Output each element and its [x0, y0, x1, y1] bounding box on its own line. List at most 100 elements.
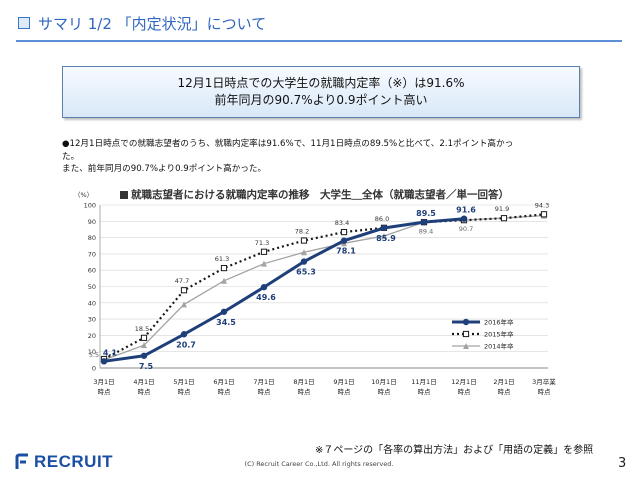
x-tick-label: 時点 — [138, 388, 152, 396]
series-line-2015年卒 — [103, 213, 545, 361]
y-tick-label: 0 — [92, 365, 96, 373]
data-label-2016: 91.6 — [456, 206, 476, 215]
x-tick-label: 時点 — [498, 388, 512, 396]
x-tick-label: 5月1日 — [173, 378, 194, 386]
data-point-2016年卒 — [420, 218, 428, 226]
data-label-2015: 18.5 — [135, 325, 149, 333]
data-point-2014年卒 — [221, 277, 227, 284]
data-label-2016: 7.5 — [139, 362, 154, 371]
x-tick-label: 時点 — [538, 388, 552, 396]
x-tick-label: 3月卒業 — [532, 377, 556, 386]
x-tick-label: 時点 — [298, 388, 312, 396]
data-point-2016年卒 — [220, 308, 228, 315]
x-tick-label: 10月1日 — [371, 378, 396, 386]
chart: （%） 0 10 20 30 40 50 60 70 80 90 100 3月1日 時点 4月1日 時点 5月1… — [70, 183, 570, 413]
reference-note: ※７ページの「各率の算出方法」および「用語の定義」を参照 — [315, 445, 594, 456]
data-point-2016年卒 — [300, 258, 308, 265]
data-label-2016: 78.1 — [336, 247, 356, 256]
chart-title-square-icon — [120, 191, 128, 199]
data-label-2015: 83.4 — [335, 219, 349, 227]
data-point-2014年卒 — [181, 301, 187, 308]
notes-line-3: また、前年同月の90.7%より0.9ポイント高かった。 — [62, 164, 267, 174]
data-label-2016: 4.1 — [103, 348, 118, 357]
data-point-2014年卒 — [301, 249, 307, 256]
x-tick-label: 4月1日 — [133, 378, 154, 386]
data-label-2015: 78.2 — [295, 228, 309, 236]
y-tick-label: 80 — [88, 234, 96, 242]
data-point-2014年卒 — [261, 260, 267, 267]
summary-line-1: 12月1日時点での大学生の就職内定率（※）は91.6% — [177, 76, 465, 90]
y-tick-label: 90 — [88, 218, 96, 226]
data-point-2015年卒 — [220, 264, 228, 272]
legend-label: 2015年卒 — [484, 330, 514, 339]
x-tick-label: 11月1日 — [411, 378, 436, 386]
y-tick-label: 100 — [84, 202, 96, 210]
legend-marker — [462, 330, 470, 338]
summary-line-2: 前年同月の90.7%より0.9ポイント高い — [214, 93, 428, 107]
chart-title-text: 就職志望者における就職内定率の推移 大学生＿全体（就職志望者／単一回答） — [131, 189, 509, 201]
chart-title: 就職志望者における就職内定率の推移 大学生＿全体（就職志望者／単一回答） — [120, 187, 509, 202]
y-tick-label: 70 — [88, 250, 96, 258]
data-point-2015年卒 — [180, 287, 188, 294]
x-tick-label: 9月1日 — [333, 378, 354, 386]
x-tick-label: 8月1日 — [293, 378, 314, 386]
data-point-2014年卒 — [141, 342, 147, 349]
data-label-2015: 61.3 — [215, 255, 229, 263]
data-point-2015年卒 — [500, 215, 508, 222]
recruit-logo-icon — [15, 453, 28, 469]
legend-label: 2014年卒 — [484, 342, 514, 351]
data-point-2015年卒 — [300, 237, 308, 244]
title-bar: サマリ 1/2 「内定状況」について — [18, 10, 266, 36]
y-tick-label: 40 — [88, 299, 96, 307]
data-point-2015年卒 — [260, 248, 268, 255]
y-tick-label: 10 — [88, 348, 96, 356]
x-tick-label: 時点 — [218, 388, 232, 396]
page-number: 3 — [618, 456, 627, 471]
legend-marker — [462, 318, 470, 326]
data-label-2015: 94.3 — [535, 201, 549, 209]
x-tick-label: 時点 — [418, 388, 432, 396]
data-point-2016年卒 — [340, 237, 348, 244]
data-label-2016: 49.6 — [256, 293, 276, 302]
y-axis-label: （%） — [74, 191, 93, 199]
data-point-2016年卒 — [460, 215, 468, 222]
data-point-2016年卒 — [260, 283, 268, 291]
data-label-2016: 89.5 — [416, 209, 436, 218]
x-tick-label: 時点 — [458, 388, 472, 396]
data-label-2015: 71.3 — [255, 239, 269, 247]
x-tick-label: 7月1日 — [253, 378, 274, 386]
data-point-2014年卒 — [381, 232, 387, 239]
notes: ●12月1日時点での就職志望者のうち、就職内定率は91.6%で、11月1日時点の… — [62, 138, 582, 176]
data-label-2015: 86.0 — [375, 215, 389, 223]
data-label-2016: 65.3 — [296, 268, 316, 277]
y-tick-label: 50 — [88, 283, 96, 291]
data-label-2014: 90.7 — [459, 225, 473, 233]
x-tick-label: 2月1日 — [493, 378, 514, 386]
series-line-2016年卒 — [103, 217, 465, 363]
data-label-2016: 34.5 — [216, 318, 236, 327]
data-label-2014: 89.4 — [419, 227, 433, 235]
series-line-2014年卒 — [103, 214, 545, 361]
x-tick-label: 3月1日 — [93, 378, 114, 386]
data-point-2016年卒 — [140, 352, 148, 359]
page-title: サマリ 1/2 「内定状況」について — [38, 14, 267, 33]
data-label-2014: 5.5 — [89, 351, 99, 359]
data-label-2016: 20.7 — [176, 340, 196, 349]
copyright: (C) Recruit Career Co.,Ltd. All rights r… — [244, 460, 394, 468]
summary-box: 12月1日時点での大学生の就職内定率（※）は91.6% 前年同月の90.7%より… — [62, 66, 580, 118]
data-point-2015年卒 — [140, 334, 148, 341]
x-tick-label: 時点 — [378, 388, 392, 396]
notes-line-2: た。 — [62, 151, 80, 162]
title-square-icon — [18, 17, 30, 29]
logo-text: RECRUIT — [34, 452, 114, 471]
data-label-2016: 85.9 — [376, 234, 396, 243]
x-tick-label: 12月1日 — [451, 378, 476, 386]
data-point-2016年卒 — [180, 331, 188, 338]
notes-line-1: ●12月1日時点での就職志望者のうち、就職内定率は91.6%で、11月1日時点の… — [62, 139, 514, 149]
y-tick-label: 30 — [88, 316, 96, 324]
x-tick-label: 時点 — [178, 388, 192, 396]
data-point-2016年卒 — [100, 358, 108, 365]
recruit-logo: RECRUIT — [14, 452, 113, 472]
data-point-2015年卒 — [340, 228, 348, 236]
